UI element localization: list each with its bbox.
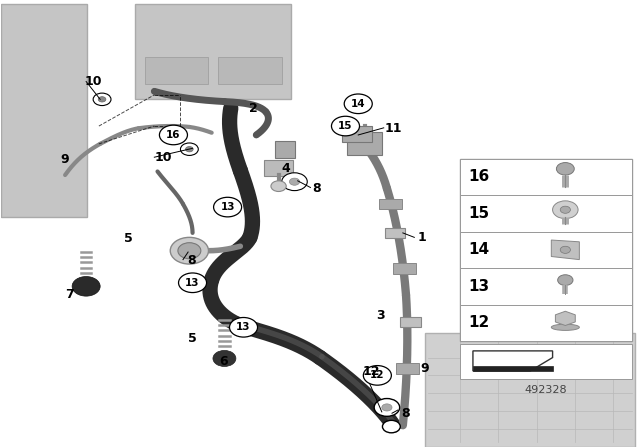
Text: 13: 13 [468, 279, 490, 294]
FancyBboxPatch shape [385, 228, 405, 238]
Circle shape [383, 420, 400, 433]
FancyBboxPatch shape [460, 268, 632, 305]
FancyBboxPatch shape [396, 363, 419, 374]
Circle shape [186, 146, 193, 152]
Text: 8: 8 [312, 182, 321, 195]
Circle shape [374, 399, 399, 416]
FancyBboxPatch shape [393, 263, 415, 274]
Circle shape [179, 273, 207, 293]
Text: 4: 4 [282, 162, 291, 175]
FancyBboxPatch shape [460, 159, 632, 341]
Text: 16: 16 [468, 169, 490, 184]
FancyBboxPatch shape [379, 198, 401, 209]
Circle shape [282, 173, 307, 190]
Circle shape [382, 404, 392, 411]
Circle shape [99, 97, 106, 102]
Text: 14: 14 [351, 99, 365, 109]
FancyBboxPatch shape [347, 132, 383, 155]
Text: 9: 9 [421, 362, 429, 375]
FancyBboxPatch shape [460, 305, 632, 341]
FancyBboxPatch shape [218, 57, 282, 84]
Circle shape [560, 246, 570, 254]
FancyBboxPatch shape [275, 141, 294, 158]
Polygon shape [1, 4, 88, 217]
Text: 9: 9 [61, 153, 69, 166]
Circle shape [159, 125, 188, 145]
Circle shape [332, 116, 360, 136]
Text: 1: 1 [417, 231, 426, 244]
FancyBboxPatch shape [400, 317, 420, 327]
Text: 8: 8 [402, 407, 410, 420]
Circle shape [180, 143, 198, 155]
Circle shape [170, 237, 209, 264]
FancyBboxPatch shape [460, 344, 632, 379]
Text: 16: 16 [166, 130, 180, 140]
Text: 6: 6 [219, 355, 227, 368]
Text: 12: 12 [370, 370, 385, 380]
FancyBboxPatch shape [342, 125, 372, 142]
Ellipse shape [551, 324, 579, 331]
FancyBboxPatch shape [460, 232, 632, 268]
Text: 5: 5 [188, 332, 197, 345]
FancyBboxPatch shape [460, 195, 632, 232]
Text: 15: 15 [338, 121, 353, 131]
Circle shape [214, 197, 242, 217]
Circle shape [93, 93, 111, 106]
Circle shape [178, 243, 201, 259]
Text: 10: 10 [154, 151, 172, 164]
Circle shape [560, 206, 570, 213]
Text: 13: 13 [236, 322, 251, 332]
Text: 7: 7 [65, 288, 74, 301]
Circle shape [364, 366, 392, 385]
Circle shape [72, 276, 100, 296]
FancyBboxPatch shape [460, 159, 632, 195]
Circle shape [271, 181, 286, 191]
Circle shape [557, 275, 573, 285]
FancyBboxPatch shape [473, 366, 552, 371]
Text: 12: 12 [468, 315, 490, 330]
Text: 11: 11 [385, 122, 402, 135]
Circle shape [344, 94, 372, 114]
Text: 10: 10 [85, 75, 102, 88]
FancyBboxPatch shape [264, 160, 293, 177]
Polygon shape [551, 240, 579, 260]
Text: 13: 13 [186, 278, 200, 288]
Circle shape [213, 350, 236, 366]
Text: 15: 15 [468, 206, 490, 221]
Circle shape [552, 201, 578, 219]
Polygon shape [473, 351, 552, 371]
Text: 3: 3 [376, 309, 385, 322]
Circle shape [230, 318, 257, 337]
FancyBboxPatch shape [145, 57, 209, 84]
Text: 2: 2 [249, 102, 257, 115]
Text: 14: 14 [468, 242, 490, 257]
Text: 492328: 492328 [525, 385, 568, 395]
Polygon shape [556, 311, 575, 326]
Text: 8: 8 [187, 254, 196, 267]
Polygon shape [135, 4, 291, 99]
Circle shape [289, 178, 300, 185]
Text: 13: 13 [220, 202, 235, 212]
Circle shape [556, 163, 574, 175]
Polygon shape [425, 333, 636, 447]
Text: 5: 5 [124, 232, 133, 245]
Text: 12: 12 [362, 365, 380, 378]
